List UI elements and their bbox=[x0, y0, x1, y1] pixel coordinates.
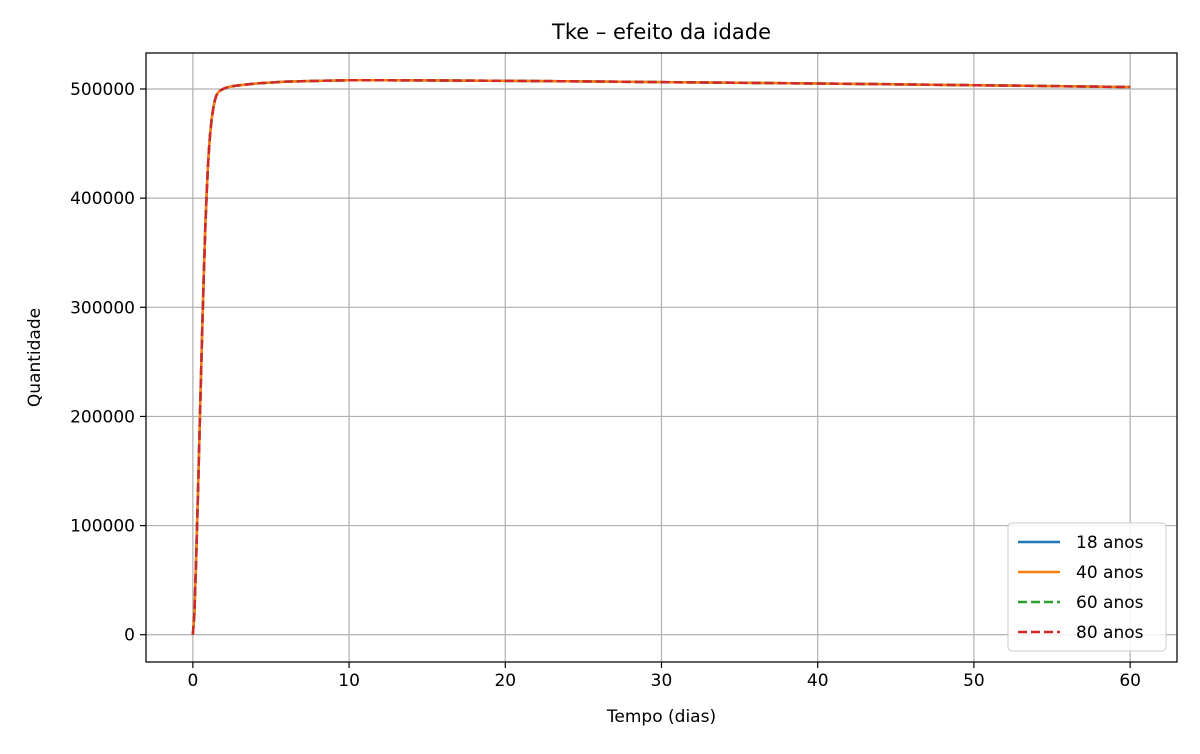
y-tick-label: 500000 bbox=[70, 80, 135, 100]
y-tick-label: 0 bbox=[124, 626, 135, 646]
series-lines bbox=[191, 79, 1131, 635]
x-axis-label: Tempo (dias) bbox=[606, 707, 716, 727]
series-line-4 bbox=[191, 79, 1131, 635]
y-axis-label: Quantidade bbox=[25, 308, 45, 407]
x-tick-label: 20 bbox=[494, 671, 516, 691]
x-tick-label: 0 bbox=[187, 671, 198, 691]
legend-box bbox=[1007, 522, 1167, 652]
x-tick-label: 40 bbox=[807, 671, 829, 691]
legend-label-3: 60 anos bbox=[1076, 593, 1144, 613]
y-tick-label: 400000 bbox=[70, 189, 135, 209]
legend-label-2: 40 anos bbox=[1076, 563, 1144, 583]
y-tick-label: 200000 bbox=[70, 407, 135, 427]
x-axis-ticks: 0 10 20 30 40 50 60 bbox=[187, 662, 1141, 691]
y-tick-label: 100000 bbox=[70, 517, 135, 537]
x-tick-label: 50 bbox=[963, 671, 985, 691]
y-axis-ticks: 0 100000 200000 300000 400000 500000 bbox=[70, 80, 146, 646]
x-tick-label: 60 bbox=[1119, 671, 1141, 691]
y-tick-label: 300000 bbox=[70, 298, 135, 318]
legend: 18 anos 40 anos 60 anos 80 anos bbox=[1007, 522, 1167, 652]
grid-lines bbox=[146, 53, 1177, 662]
x-tick-label: 10 bbox=[338, 671, 360, 691]
legend-label-4: 80 anos bbox=[1076, 623, 1144, 643]
legend-label-1: 18 anos bbox=[1076, 533, 1144, 553]
x-tick-label: 30 bbox=[651, 671, 673, 691]
chart-title: Tke – efeito da idade bbox=[551, 20, 771, 44]
